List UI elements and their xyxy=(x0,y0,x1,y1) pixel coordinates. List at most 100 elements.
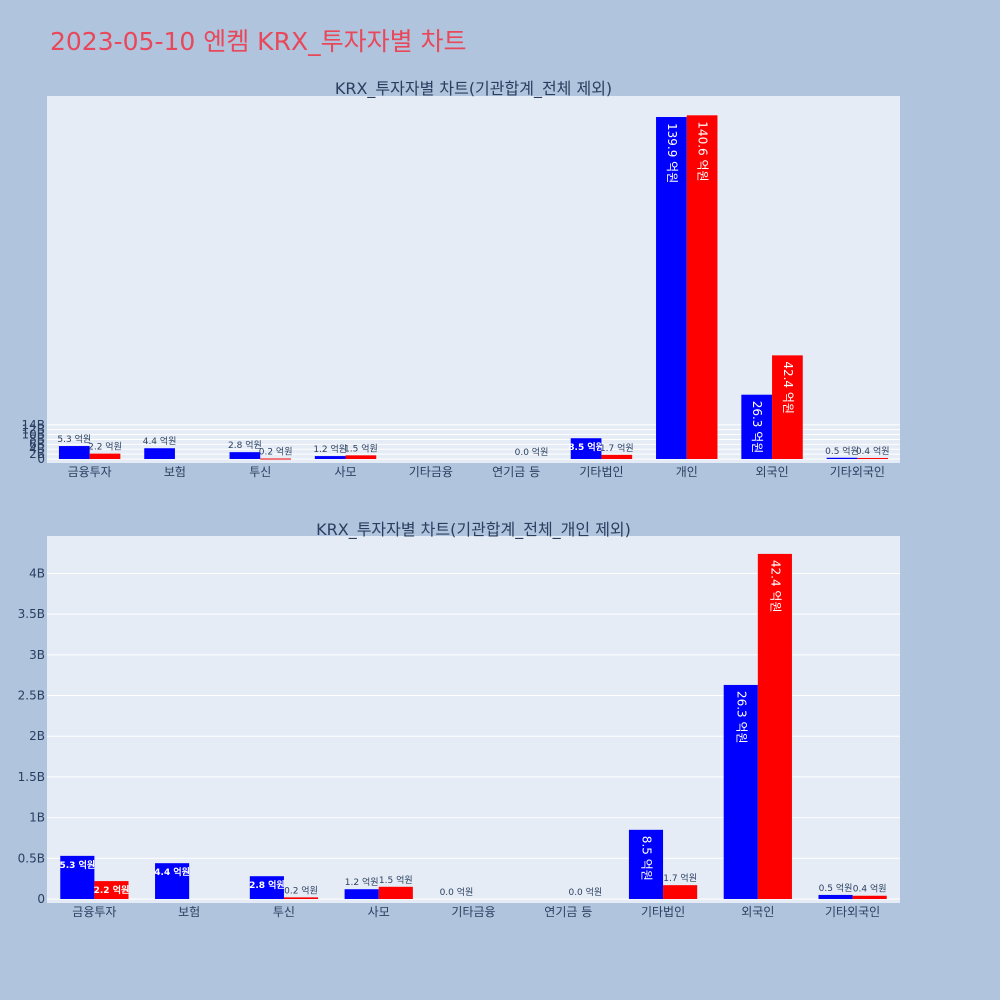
data-label: 0.5 억원 xyxy=(825,445,859,457)
data-label: 1.7 억원 xyxy=(600,442,634,454)
page-title: 2023-05-10 엔켐 KRX_투자자별 차트 xyxy=(50,27,467,56)
x-tick-label: 기타외국인 xyxy=(830,465,885,479)
data-label: 0.0 억원 xyxy=(515,446,549,458)
data-label: 26.3 억원 xyxy=(734,691,748,744)
bar xyxy=(628,829,664,899)
bar xyxy=(663,885,698,899)
data-label: 2.8 억원 xyxy=(228,439,262,451)
data-label: 0.4 억원 xyxy=(853,883,887,895)
data-label: 1.2 억원 xyxy=(345,876,379,888)
data-label: 8.5 억원 xyxy=(639,836,653,881)
x-tick-label: 보험 xyxy=(178,905,200,919)
x-tick-label: 기타금융 xyxy=(451,905,495,919)
y-tick-label: 12B xyxy=(21,423,45,437)
bar xyxy=(686,115,718,460)
bar xyxy=(757,553,792,899)
bar xyxy=(818,894,853,899)
data-label: 4.4 억원 xyxy=(143,435,177,447)
data-label: 1.7 억원 xyxy=(663,872,697,884)
bar xyxy=(89,453,121,459)
data-label: 140.6 억원 xyxy=(696,121,710,181)
y-tick-label: 6B xyxy=(29,437,45,451)
bar xyxy=(345,455,377,459)
bar xyxy=(155,863,190,899)
bar xyxy=(283,897,319,899)
y-tick-label: 2.5B xyxy=(18,689,45,703)
bar xyxy=(656,117,687,460)
bar xyxy=(260,458,291,460)
chart-title: KRX_투자자별 차트(기관합계_전체 제외) xyxy=(335,79,612,99)
bar xyxy=(229,452,261,459)
x-tick-label: 금융투자 xyxy=(72,905,116,919)
x-tick-label: 연기금 등 xyxy=(544,905,592,919)
x-tick-label: 금융투자 xyxy=(68,465,112,479)
y-tick-label: 8B xyxy=(29,432,45,446)
data-label: 8.5 억원 xyxy=(568,441,604,453)
data-label: 2.8 억원 xyxy=(249,879,285,891)
data-label: 2.2 억원 xyxy=(94,884,130,896)
data-label: 2.2 억원 xyxy=(88,441,122,453)
y-tick-label: 14B xyxy=(21,418,45,432)
data-label: 0.2 억원 xyxy=(284,884,318,896)
data-label: 0.0 억원 xyxy=(568,886,602,898)
bar xyxy=(570,438,602,459)
x-tick-label: 기타외국인 xyxy=(825,905,880,919)
data-label: 4.4 억원 xyxy=(154,866,190,878)
y-tick-label: 3B xyxy=(29,648,45,662)
bar xyxy=(826,457,858,459)
y-tick-label: 3.5B xyxy=(18,607,45,621)
y-tick-label: 2B xyxy=(29,729,45,743)
x-tick-label: 사모 xyxy=(335,465,357,479)
data-label: 0.2 억원 xyxy=(259,446,293,458)
y-tick-label: 10B xyxy=(21,428,45,442)
x-tick-label: 기타법인 xyxy=(641,905,685,919)
data-label: 0.4 억원 xyxy=(856,445,890,457)
y-tick-label: 1B xyxy=(29,811,45,825)
data-label: 139.9 억원 xyxy=(665,123,679,183)
bar xyxy=(344,889,379,899)
data-label: 1.5 억원 xyxy=(379,874,413,886)
x-tick-label: 외국인 xyxy=(741,905,774,919)
x-tick-label: 투신 xyxy=(273,905,295,919)
data-label: 0.0 억원 xyxy=(440,886,474,898)
data-label: 1.5 억원 xyxy=(344,442,378,454)
bar xyxy=(144,448,175,459)
y-tick-label: 0 xyxy=(37,892,45,906)
data-label: 42.4 억원 xyxy=(781,361,795,414)
y-tick-label: 4B xyxy=(29,442,45,456)
bar xyxy=(249,876,284,899)
y-tick-label: 1.5B xyxy=(18,770,45,784)
x-tick-label: 기타금융 xyxy=(409,465,453,479)
x-tick-label: 외국인 xyxy=(755,465,788,479)
x-tick-label: 투신 xyxy=(249,465,271,479)
bar xyxy=(852,895,887,899)
chart-title: KRX_투자자별 차트(기관합계_전체_개인 제외) xyxy=(316,520,631,540)
bar xyxy=(741,394,773,459)
data-label: 5.3 억원 xyxy=(60,859,96,871)
x-tick-label: 사모 xyxy=(368,905,390,919)
y-tick-label: 2B xyxy=(29,447,45,461)
data-label: 0.5 억원 xyxy=(819,882,853,894)
chart-2: 0 0.5B 1B 1.5B 2B 2.5B 3B 3.5B 4B KRX_투자자별 차트(기관합… xyxy=(18,520,900,919)
bar xyxy=(723,684,758,899)
bar xyxy=(314,456,346,459)
bar xyxy=(601,454,633,459)
bar xyxy=(378,886,413,899)
bar xyxy=(58,446,90,459)
data-label: 5.3 억원 xyxy=(57,433,91,445)
y-tick-label: 0 xyxy=(37,452,45,466)
data-label: 1.2 억원 xyxy=(313,443,347,455)
x-tick-label: 개인 xyxy=(676,465,698,479)
x-tick-label: 연기금 등 xyxy=(492,465,540,479)
bar xyxy=(94,881,129,899)
data-label: 42.4 억원 xyxy=(768,560,782,613)
y-tick-label: 0.5B xyxy=(18,851,45,865)
x-tick-label: 보험 xyxy=(164,465,186,479)
data-label: 26.3 억원 xyxy=(750,401,764,454)
bar xyxy=(772,355,803,459)
y-tick-label: 4B xyxy=(29,566,45,580)
bar xyxy=(857,458,889,460)
bar xyxy=(60,855,95,899)
